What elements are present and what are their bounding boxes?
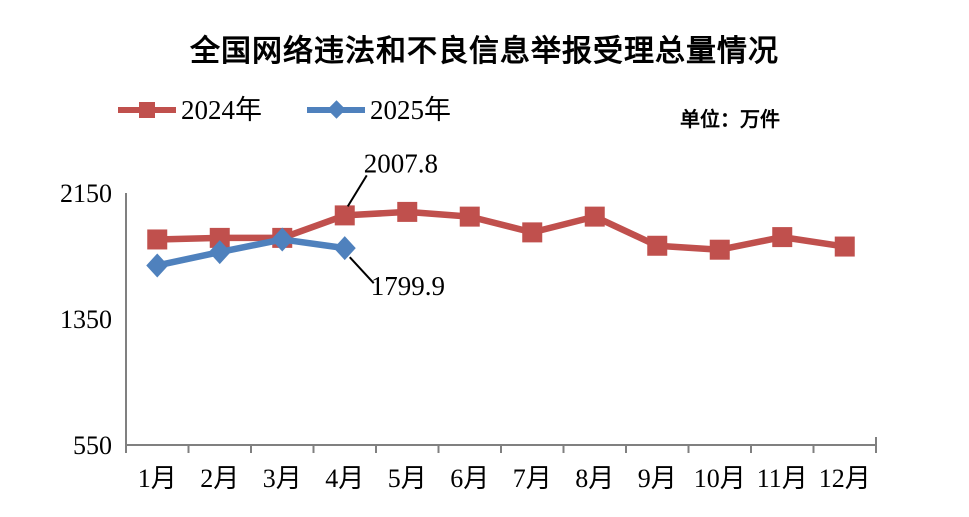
y-tick-label: 2150 <box>60 179 112 208</box>
y-tick-label: 1350 <box>60 305 112 334</box>
data-point-square <box>772 227 793 248</box>
data-point-square <box>584 206 605 227</box>
legend-label-2025: 2025年 <box>370 95 451 125</box>
x-tick-label: 4月 <box>325 464 364 493</box>
data-point-square <box>522 222 543 243</box>
x-tick-label: 8月 <box>575 464 614 493</box>
y-tick-label: 550 <box>73 431 112 460</box>
data-point-diamond <box>333 236 356 261</box>
x-tick-label: 9月 <box>638 464 677 493</box>
series-line-2025年 <box>154 236 348 269</box>
data-point-square <box>709 239 730 260</box>
x-tick-label: 12月 <box>819 464 871 493</box>
data-point-square <box>147 229 168 250</box>
x-tick-label: 10月 <box>694 464 746 493</box>
unit-label: 单位：万件 <box>680 109 780 131</box>
x-tick-label: 2月 <box>200 464 239 493</box>
data-point-square <box>459 206 480 227</box>
x-tick-label: 1月 <box>138 464 177 493</box>
annotation-value: 2007.8 <box>364 148 438 178</box>
series-line-2024年 <box>154 208 848 253</box>
legend-item-2025[interactable]: 2025年 <box>307 95 451 125</box>
x-tick-label: 5月 <box>388 464 427 493</box>
annotation-leader-line <box>349 256 375 284</box>
data-point-square <box>647 235 668 256</box>
x-tick-label: 11月 <box>757 464 808 493</box>
data-point-square <box>397 201 418 222</box>
data-point-diamond <box>271 227 294 252</box>
legend: 2024年 2025年 <box>118 95 451 125</box>
annotation-leader-line <box>346 174 368 207</box>
data-point-diamond <box>146 253 169 278</box>
legend-square-marker-icon <box>118 98 176 122</box>
legend-label-2024: 2024年 <box>181 95 262 125</box>
legend-diamond-marker-icon <box>307 98 365 122</box>
x-tick-label: 7月 <box>513 464 552 493</box>
data-point-square <box>834 236 855 257</box>
data-point-square <box>209 227 230 248</box>
x-tick-label: 6月 <box>450 464 489 493</box>
annotation-value: 1799.9 <box>371 271 445 301</box>
legend-item-2024[interactable]: 2024年 <box>118 95 262 125</box>
data-point-square <box>334 205 355 226</box>
data-point-diamond <box>208 240 231 265</box>
chart-title: 全国网络违法和不良信息举报受理总量情况 <box>190 35 779 68</box>
x-tick-label: 3月 <box>263 464 302 493</box>
